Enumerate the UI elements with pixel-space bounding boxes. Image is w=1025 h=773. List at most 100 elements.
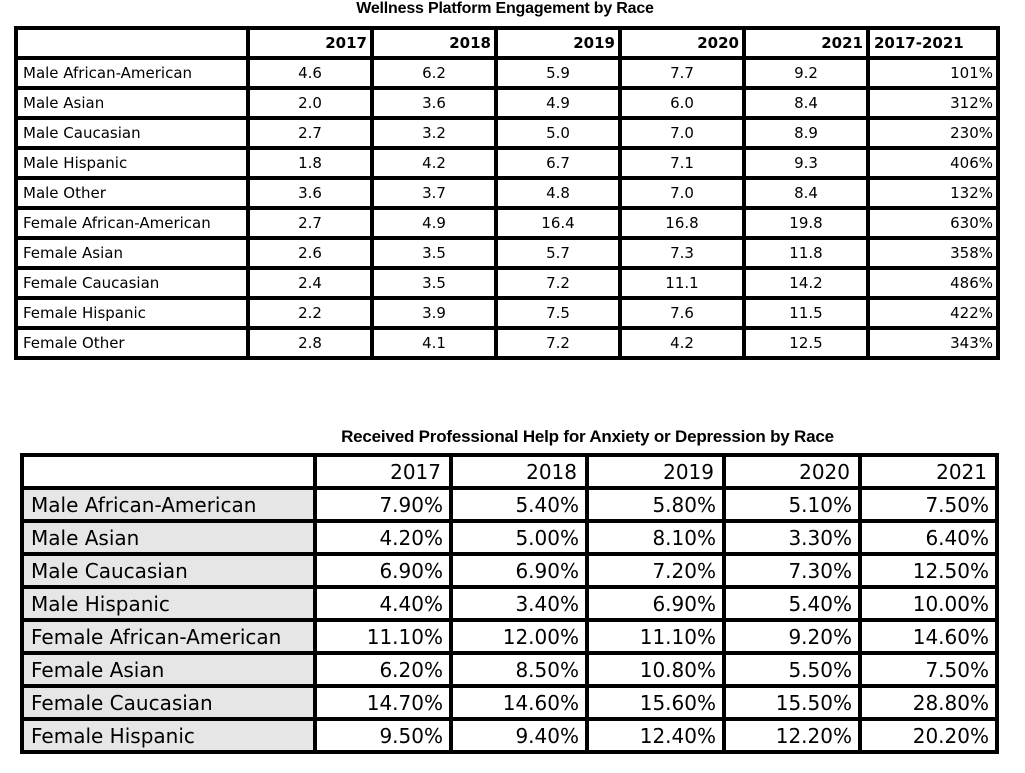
- year-header-cell: 2020: [618, 26, 746, 60]
- value-cell: 3.40%: [449, 585, 589, 622]
- value-cell: 20.20%: [858, 717, 999, 754]
- value-cell: 5.0: [494, 116, 622, 150]
- value-cell: 343%: [866, 326, 1000, 360]
- value-cell: 11.10%: [313, 618, 453, 655]
- value-cell: 7.50%: [858, 651, 999, 688]
- table-row: Male Hispanic 1.8 4.2 6.7 7.1 9.3 406%: [14, 146, 1000, 180]
- value-cell: 3.5: [370, 236, 498, 270]
- value-cell: 2.0: [246, 86, 374, 120]
- header-row: 2017 2018 2019 2020 2021 2017-2021: [14, 26, 1000, 60]
- value-cell: 5.80%: [585, 486, 726, 523]
- table2-title: Received Professional Help for Anxiety o…: [341, 427, 834, 446]
- value-cell: 15.50%: [722, 684, 862, 721]
- value-cell: 7.6: [618, 296, 746, 330]
- value-cell: 14.70%: [313, 684, 453, 721]
- value-cell: 422%: [866, 296, 1000, 330]
- value-cell: 10.00%: [858, 585, 999, 622]
- value-cell: 9.3: [742, 146, 870, 180]
- row-label-cell: Male Hispanic: [14, 146, 250, 180]
- row-label-cell: Male Caucasian: [20, 552, 317, 589]
- row-label-cell: Male African-American: [14, 56, 250, 90]
- value-cell: 3.7: [370, 176, 498, 210]
- value-cell: 5.00%: [449, 519, 589, 556]
- value-cell: 7.3: [618, 236, 746, 270]
- value-cell: 7.30%: [722, 552, 862, 589]
- value-cell: 3.30%: [722, 519, 862, 556]
- value-cell: 5.10%: [722, 486, 862, 523]
- value-cell: 2.7: [246, 206, 374, 240]
- row-label-cell: Male Asian: [20, 519, 317, 556]
- table-row: Female Asian 6.20% 8.50% 10.80% 5.50% 7.50%: [20, 651, 999, 688]
- year-header-cell: 2017: [313, 453, 453, 490]
- value-cell: 312%: [866, 86, 1000, 120]
- value-cell: 4.9: [494, 86, 622, 120]
- value-cell: 9.20%: [722, 618, 862, 655]
- value-cell: 6.40%: [858, 519, 999, 556]
- value-cell: 1.8: [246, 146, 374, 180]
- value-cell: 28.80%: [858, 684, 999, 721]
- value-cell: 8.50%: [449, 651, 589, 688]
- value-cell: 230%: [866, 116, 1000, 150]
- value-cell: 9.50%: [313, 717, 453, 754]
- value-cell: 3.6: [246, 176, 374, 210]
- value-cell: 7.0: [618, 116, 746, 150]
- value-cell: 12.00%: [449, 618, 589, 655]
- row-label-cell: Male Other: [14, 176, 250, 210]
- row-label-cell: Female Asian: [14, 236, 250, 270]
- value-cell: 6.20%: [313, 651, 453, 688]
- value-cell: 2.2: [246, 296, 374, 330]
- table-row: Female Caucasian 14.70% 14.60% 15.60% 15.50%…: [20, 684, 999, 721]
- table-row: Female Caucasian 2.4 3.5 7.2 11.1 14.2 486%: [14, 266, 1000, 300]
- value-cell: 7.20%: [585, 552, 726, 589]
- value-cell: 132%: [866, 176, 1000, 210]
- row-label-cell: Female Caucasian: [20, 684, 317, 721]
- value-cell: 16.8: [618, 206, 746, 240]
- value-cell: 8.9: [742, 116, 870, 150]
- value-cell: 5.50%: [722, 651, 862, 688]
- value-cell: 14.60%: [449, 684, 589, 721]
- value-cell: 6.7: [494, 146, 622, 180]
- value-cell: 9.2: [742, 56, 870, 90]
- value-cell: 4.40%: [313, 585, 453, 622]
- value-cell: 3.5: [370, 266, 498, 300]
- table-row: Male Caucasian 6.90% 6.90% 7.20% 7.30% 12.50%: [20, 552, 999, 589]
- value-cell: 5.40%: [449, 486, 589, 523]
- value-cell: 406%: [866, 146, 1000, 180]
- value-cell: 2.4: [246, 266, 374, 300]
- row-label-cell: Female Hispanic: [14, 296, 250, 330]
- value-cell: 6.0: [618, 86, 746, 120]
- value-cell: 6.90%: [449, 552, 589, 589]
- year-header-cell: 2017-2021: [866, 26, 1000, 60]
- wellness-engagement-table: 2017 2018 2019 2020 2021 2017-2021 Male Africa…: [14, 26, 1000, 360]
- professional-help-table: 2017 2018 2019 2020 2021 Male African-America…: [20, 453, 999, 754]
- value-cell: 12.50%: [858, 552, 999, 589]
- value-cell: 7.0: [618, 176, 746, 210]
- table-row: Female Asian 2.6 3.5 5.7 7.3 11.8 358%: [14, 236, 1000, 270]
- row-label-cell: Female Caucasian: [14, 266, 250, 300]
- value-cell: 11.1: [618, 266, 746, 300]
- value-cell: 10.80%: [585, 651, 726, 688]
- table-row: Male African-American 4.6 6.2 5.9 7.7 9.2 101%: [14, 56, 1000, 90]
- value-cell: 12.5: [742, 326, 870, 360]
- corner-header-cell: [14, 26, 250, 60]
- value-cell: 7.2: [494, 266, 622, 300]
- value-cell: 4.8: [494, 176, 622, 210]
- value-cell: 2.6: [246, 236, 374, 270]
- table-row: Male Hispanic 4.40% 3.40% 6.90% 5.40% 10.00%: [20, 585, 999, 622]
- row-label-cell: Male African-American: [20, 486, 317, 523]
- year-header-cell: 2021: [858, 453, 999, 490]
- table-row: Male Asian 2.0 3.6 4.9 6.0 8.4 312%: [14, 86, 1000, 120]
- value-cell: 12.20%: [722, 717, 862, 754]
- value-cell: 9.40%: [449, 717, 589, 754]
- value-cell: 4.6: [246, 56, 374, 90]
- year-header-cell: 2017: [246, 26, 374, 60]
- row-label-cell: Female Asian: [20, 651, 317, 688]
- header-row: 2017 2018 2019 2020 2021: [20, 453, 999, 490]
- year-header-cell: 2020: [722, 453, 862, 490]
- table-row: Female Other 2.8 4.1 7.2 4.2 12.5 343%: [14, 326, 1000, 360]
- value-cell: 6.90%: [585, 585, 726, 622]
- value-cell: 4.9: [370, 206, 498, 240]
- value-cell: 4.20%: [313, 519, 453, 556]
- row-label-cell: Male Asian: [14, 86, 250, 120]
- value-cell: 15.60%: [585, 684, 726, 721]
